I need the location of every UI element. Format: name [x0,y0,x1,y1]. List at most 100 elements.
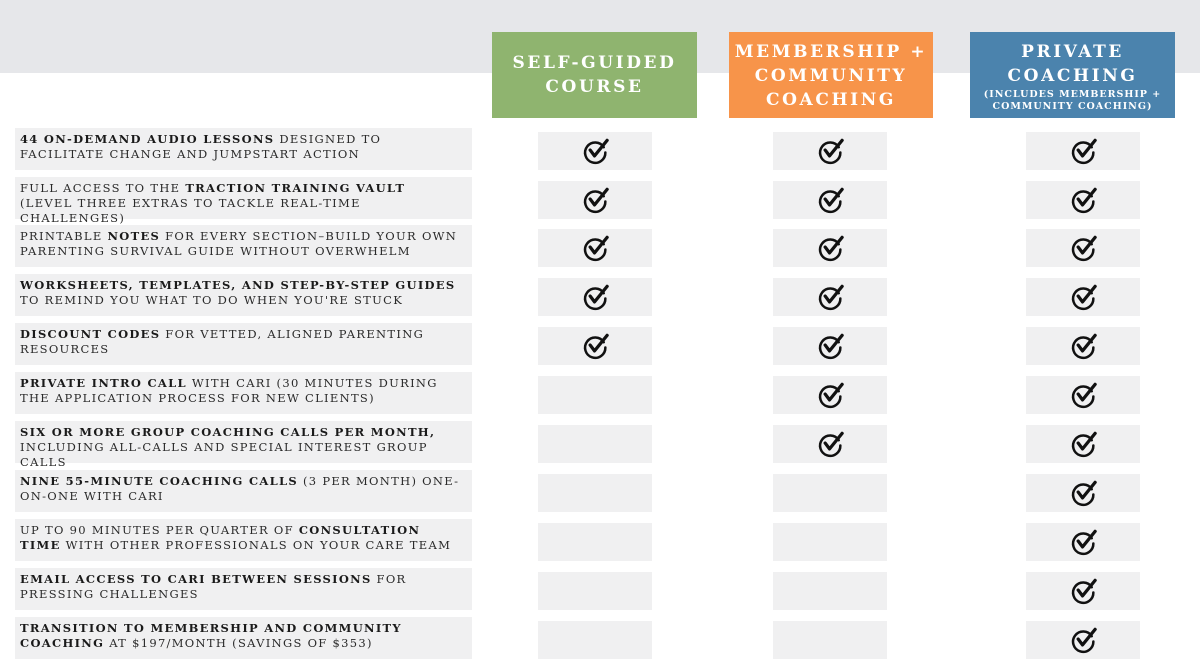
check-icon [1071,480,1097,506]
feature-label-text: to remind you what to do when you're stu… [20,293,404,307]
check-cell-self-guided [538,621,652,659]
check-icon [1071,284,1097,310]
check-cell-private-coaching [1026,132,1140,170]
check-icon [1071,187,1097,213]
check-cell-private-coaching [1026,474,1140,512]
check-icon [818,431,844,457]
check-icon [1071,333,1097,359]
feature-label-bold: Nine 55-minute coaching calls [20,474,299,488]
feature-label-bold: Private intro call [20,376,187,390]
check-cell-membership [773,425,887,463]
check-icon [1071,382,1097,408]
feature-label-text: (Level Three extras to tackle real-time … [20,196,361,225]
feature-label-bold: notes [107,229,161,243]
feature-label: 44 on-demand audio lessons designed to f… [15,128,472,170]
check-cell-self-guided [538,523,652,561]
feature-label-text: for every section–build your own parenti… [20,229,458,258]
check-cell-private-coaching [1026,229,1140,267]
table-row: Transition to Membership and Community C… [0,617,1200,659]
table-row: Printable notes for every section–build … [0,225,1200,267]
check-icon [1071,627,1097,653]
check-icon [583,138,609,164]
check-cell-membership [773,181,887,219]
check-icon [818,284,844,310]
check-cell-self-guided [538,425,652,463]
plan-header-self-guided: SELF-GUIDED COURSE [492,32,697,118]
feature-label: Nine 55-minute coaching calls (3 per mon… [15,470,472,512]
check-icon [583,235,609,261]
check-cell-membership [773,621,887,659]
check-cell-private-coaching [1026,572,1140,610]
feature-label: Transition to Membership and Community C… [15,617,472,659]
check-cell-membership [773,572,887,610]
check-icon [583,187,609,213]
check-icon [818,382,844,408]
feature-label-text: at $197/month (savings of $353) [104,636,373,650]
feature-label: Up to 90 minutes per quarter of consulta… [15,519,472,561]
check-icon [818,187,844,213]
plan-header-membership: MEMBERSHIP + COMMUNITY COACHING [729,32,933,118]
check-cell-self-guided [538,327,652,365]
check-icon [583,333,609,359]
feature-label-text: (3 per month) one-on-one with Cari [20,474,460,503]
check-cell-self-guided [538,229,652,267]
check-cell-private-coaching [1026,181,1140,219]
feature-label-bold: Worksheets, templates, and step-by-step … [20,278,456,292]
feature-label-bold: Six or more group coaching calls per mon… [20,425,436,439]
check-icon [1071,529,1097,555]
check-icon [818,138,844,164]
feature-label-text: Up to 90 minutes per quarter of [20,523,299,537]
check-cell-private-coaching [1026,278,1140,316]
feature-label-bold: Email access to Cari between sessions [20,572,372,586]
check-icon [1071,138,1097,164]
check-icon [1071,578,1097,604]
feature-label-text: Full access to the [20,181,186,195]
check-cell-membership [773,278,887,316]
plan-header-private-coaching: PRIVATE COACHING (INCLUDES MEMBERSHIP + … [970,32,1175,118]
check-icon [1071,431,1097,457]
table-row: Worksheets, templates, and step-by-step … [0,274,1200,316]
check-cell-private-coaching [1026,327,1140,365]
feature-label: Six or more group coaching calls per mon… [15,421,472,469]
check-cell-self-guided [538,132,652,170]
check-icon [818,333,844,359]
table-row: 44 on-demand audio lessons designed to f… [0,128,1200,170]
check-cell-private-coaching [1026,523,1140,561]
check-cell-membership [773,132,887,170]
check-cell-private-coaching [1026,376,1140,414]
feature-label-text: with Cari (30 minutes during the applica… [20,376,438,405]
plan-subtitle-private-coaching: (INCLUDES MEMBERSHIP + COMMUNITY COACHIN… [983,88,1162,112]
feature-label-bold: 44 on-demand audio lessons [20,132,275,146]
plan-title-self-guided: SELF-GUIDED COURSE [512,53,677,97]
table-row: Six or more group coaching calls per mon… [0,421,1200,469]
check-cell-self-guided [538,376,652,414]
check-cell-membership [773,229,887,267]
check-cell-private-coaching [1026,425,1140,463]
table-row: Email access to Cari between sessions fo… [0,568,1200,610]
check-cell-membership [773,376,887,414]
check-icon [583,284,609,310]
feature-label-bold: consultation time [20,523,421,552]
feature-label-bold: Transition to Membership and Community C… [20,621,402,650]
table-row: Full access to the Traction Training Vau… [0,177,1200,225]
check-cell-membership [773,474,887,512]
feature-label: Private intro call with Cari (30 minutes… [15,372,472,414]
plan-title-membership: MEMBERSHIP + COMMUNITY COACHING [734,42,928,110]
feature-label-text: including all-calls and special interest… [20,440,428,469]
table-row: Discount codes for vetted, aligned paren… [0,323,1200,365]
feature-label: Discount codes for vetted, aligned paren… [15,323,472,365]
check-icon [1071,235,1097,261]
feature-label: Full access to the Traction Training Vau… [15,177,472,225]
feature-label-text: designed to facilitate change and jumpst… [20,132,382,161]
check-cell-self-guided [538,278,652,316]
table-row: Nine 55-minute coaching calls (3 per mon… [0,470,1200,512]
check-cell-self-guided [538,572,652,610]
feature-label-text: for pressing challenges [20,572,407,601]
check-cell-membership [773,523,887,561]
plan-title-private-coaching: PRIVATE COACHING [1007,41,1138,86]
check-icon [818,235,844,261]
check-cell-self-guided [538,474,652,512]
table-row: Private intro call with Cari (30 minutes… [0,372,1200,414]
feature-label-bold: Discount codes [20,327,161,341]
feature-label-bold: Traction Training Vault [185,181,406,195]
